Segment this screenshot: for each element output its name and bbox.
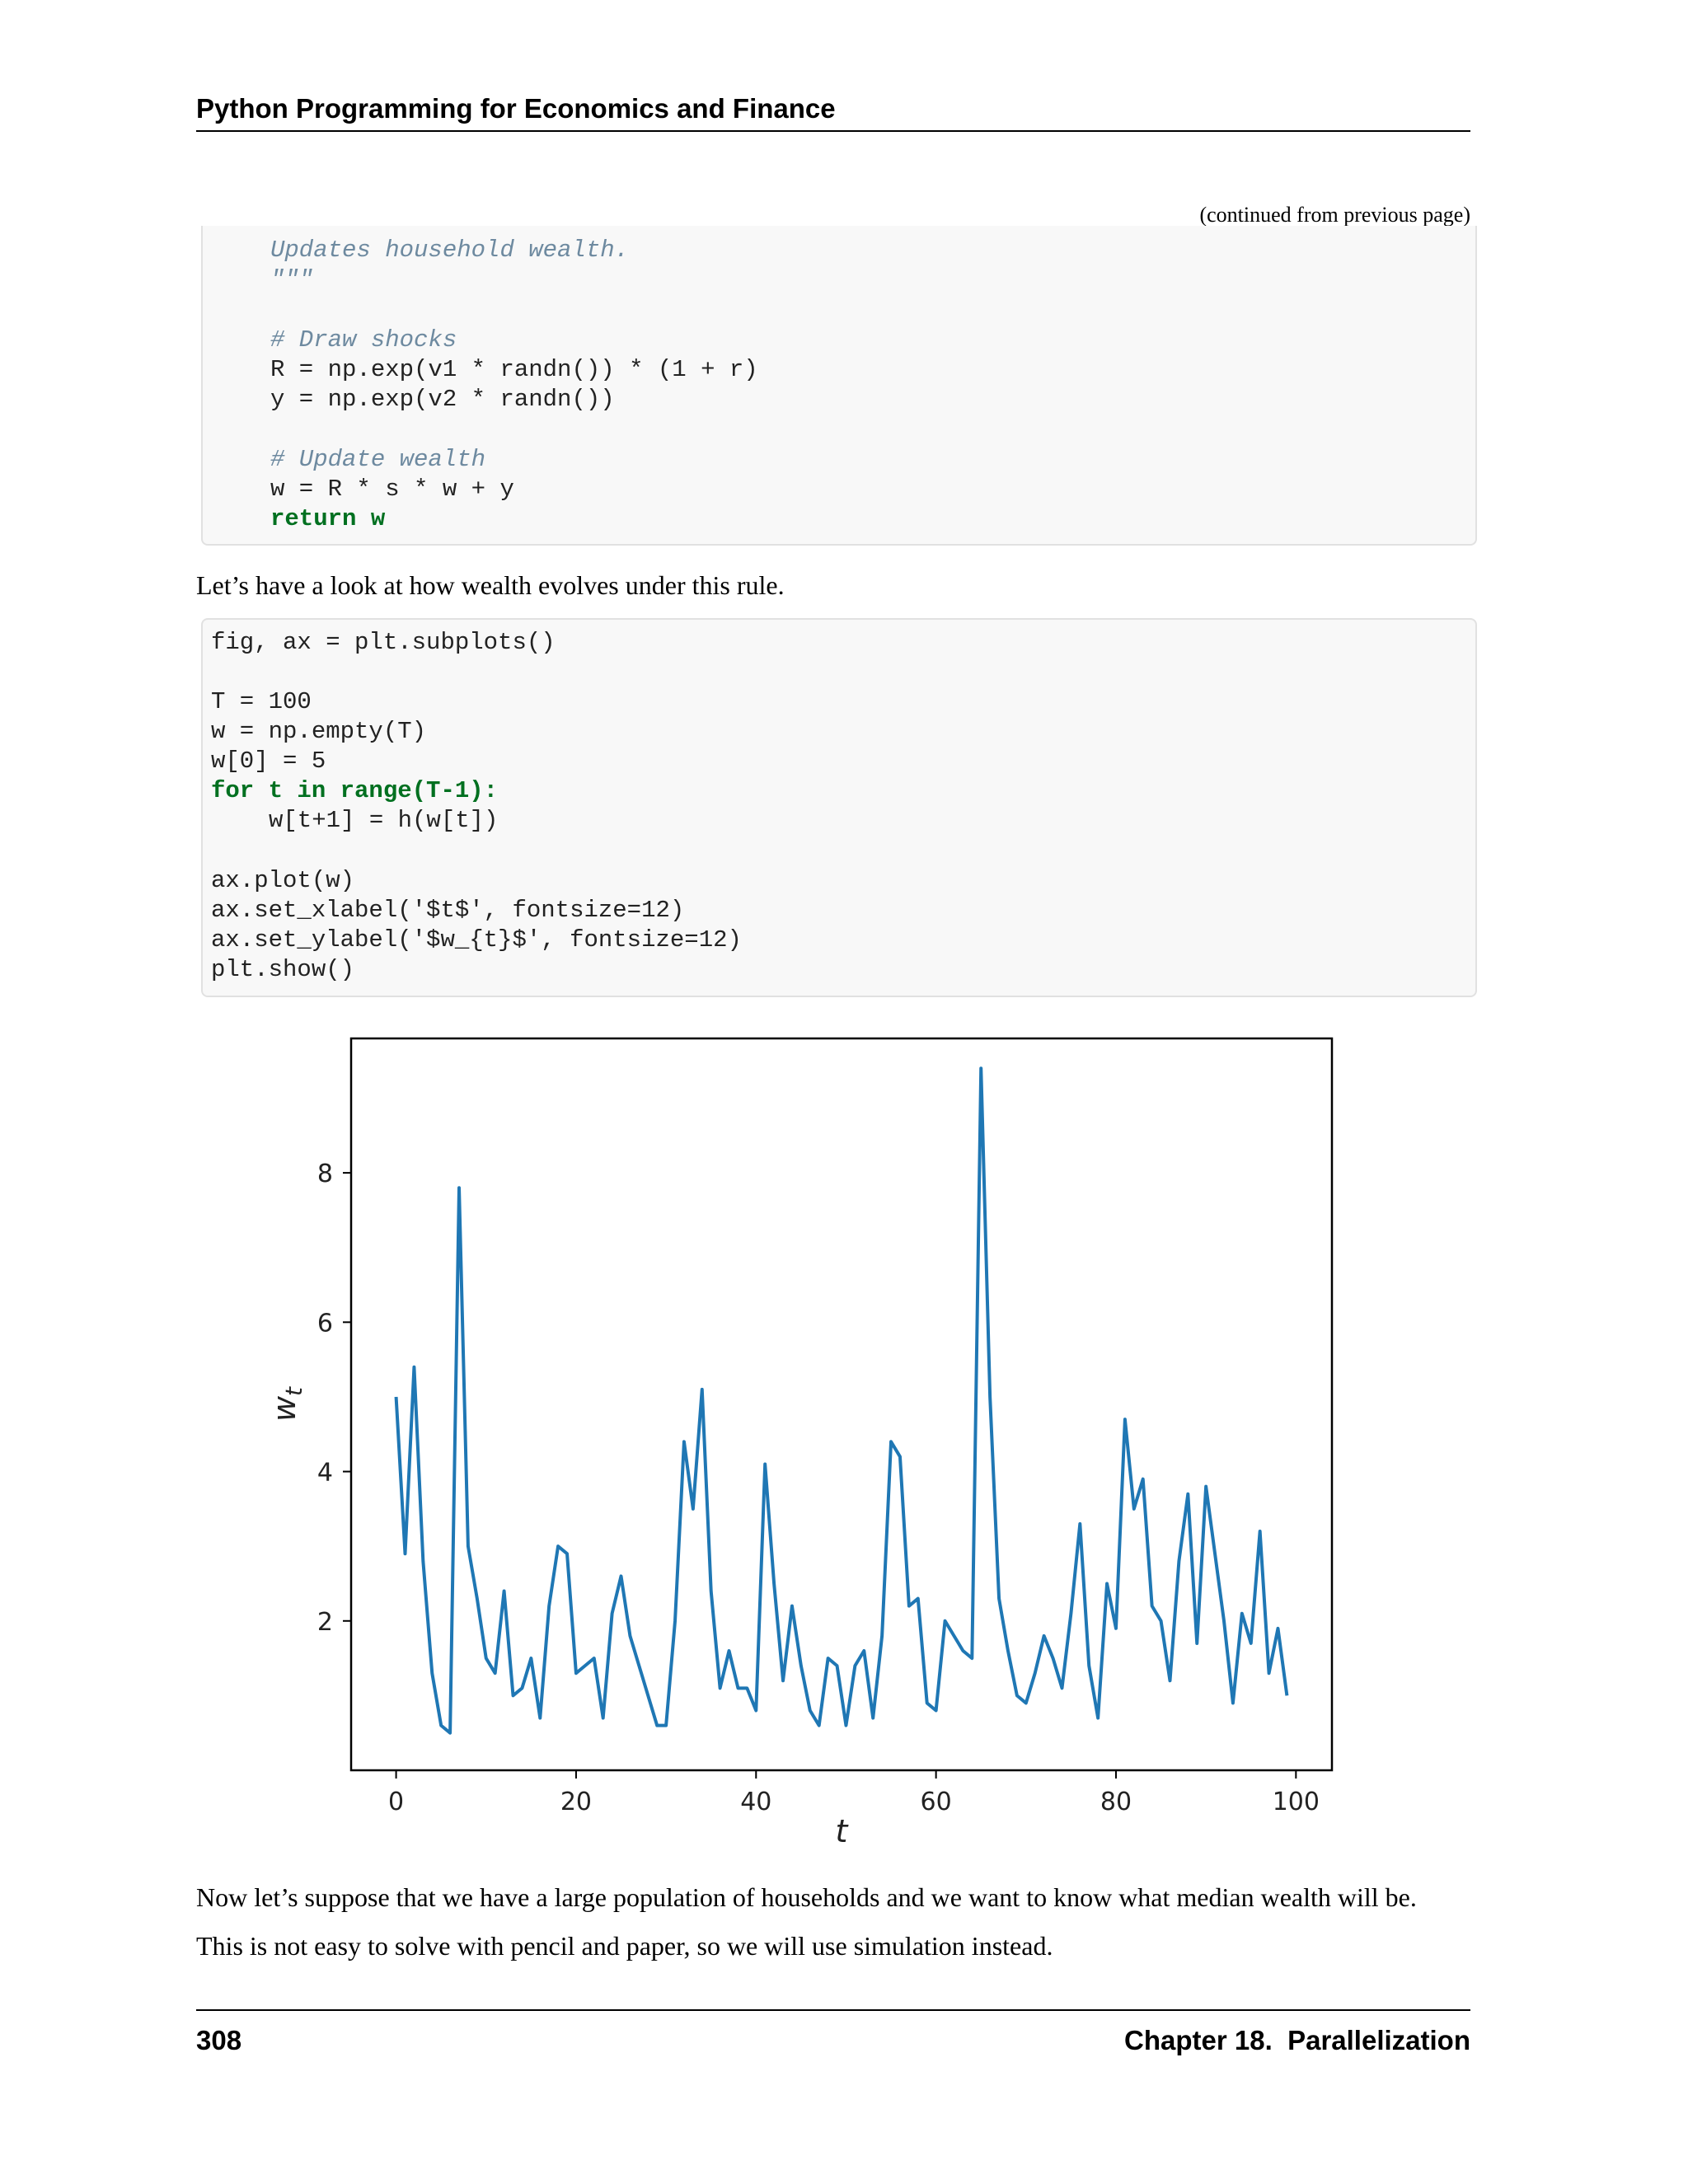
page-number: 308 [196,2025,242,2055]
code-line: w = np.empty(T) [211,718,427,745]
y-axis-label-subscript: t [280,1386,307,1396]
x-axis-label: t [836,1813,850,1849]
code-line: w = R * s * w + y [270,476,514,503]
page-footer: 308 Chapter 18. Parallelization [196,2009,1470,2060]
code-block-1: Updates household wealth. """ # Draw sho… [201,226,1477,546]
continued-note: (continued from previous page) [1199,203,1470,227]
code-line: w[t+1] = h(w[t]) [269,807,499,834]
code-line: w[0] = 5 [211,748,326,775]
series-line [394,1066,1289,1735]
x-tick-label: 40 [740,1788,771,1816]
code-line: y = np.exp(v2 * randn()) [270,386,615,413]
y-tick-label: 8 [317,1160,333,1188]
y-axis-label: wt [266,1386,307,1422]
wealth-line-chart: 0 20 40 60 80 100 2 4 6 8 t wt [247,1005,1352,1863]
page-header: Python Programming for Economics and Fin… [196,92,1470,132]
x-tick-label: 100 [1273,1788,1320,1816]
code-line: fig, ax = plt.subplots() [211,629,556,656]
x-tick-label: 60 [921,1788,952,1816]
x-tick-label: 80 [1100,1788,1132,1816]
paragraph: Let’s have a look at how wealth evolves … [196,570,785,600]
code-line: T = 100 [211,688,312,715]
code-block-2: fig, ax = plt.subplots() T = 100 w = np.… [201,618,1477,997]
paragraph: Now let’s suppose that we have a large p… [196,1882,1417,1912]
code-line: for t in range(T-1): [211,777,499,804]
chapter-title: Chapter 18. Parallelization [1124,2025,1470,2055]
code-line: Updates household wealth. [270,237,630,264]
plot-area [349,1037,1334,1772]
paragraph: This is not easy to solve with pencil an… [196,1931,1053,1961]
code-line: """ [270,266,314,293]
book-title: Python Programming for Economics and Fin… [196,93,836,124]
code-comment: # Update wealth [270,446,486,473]
code-line: ax.set_ylabel('$w_{t}$', fontsize=12) [211,926,742,954]
y-tick-label: 2 [317,1608,333,1637]
x-tick-label: 20 [560,1788,592,1816]
code-line: return w [270,505,386,532]
code-comment: # Draw shocks [270,326,457,354]
code-line: ax.set_xlabel('$t$', fontsize=12) [211,897,685,924]
code-line: R = np.exp(v1 * randn()) * (1 + r) [270,356,758,383]
code-line: ax.plot(w) [211,867,355,894]
y-tick-label: 6 [317,1309,333,1338]
x-tick-label: 0 [388,1788,404,1816]
y-tick-label: 4 [317,1459,333,1488]
code-line: plt.show() [211,956,355,983]
chart-svg: 0 20 40 60 80 100 2 4 6 8 t wt [266,1037,1334,1849]
